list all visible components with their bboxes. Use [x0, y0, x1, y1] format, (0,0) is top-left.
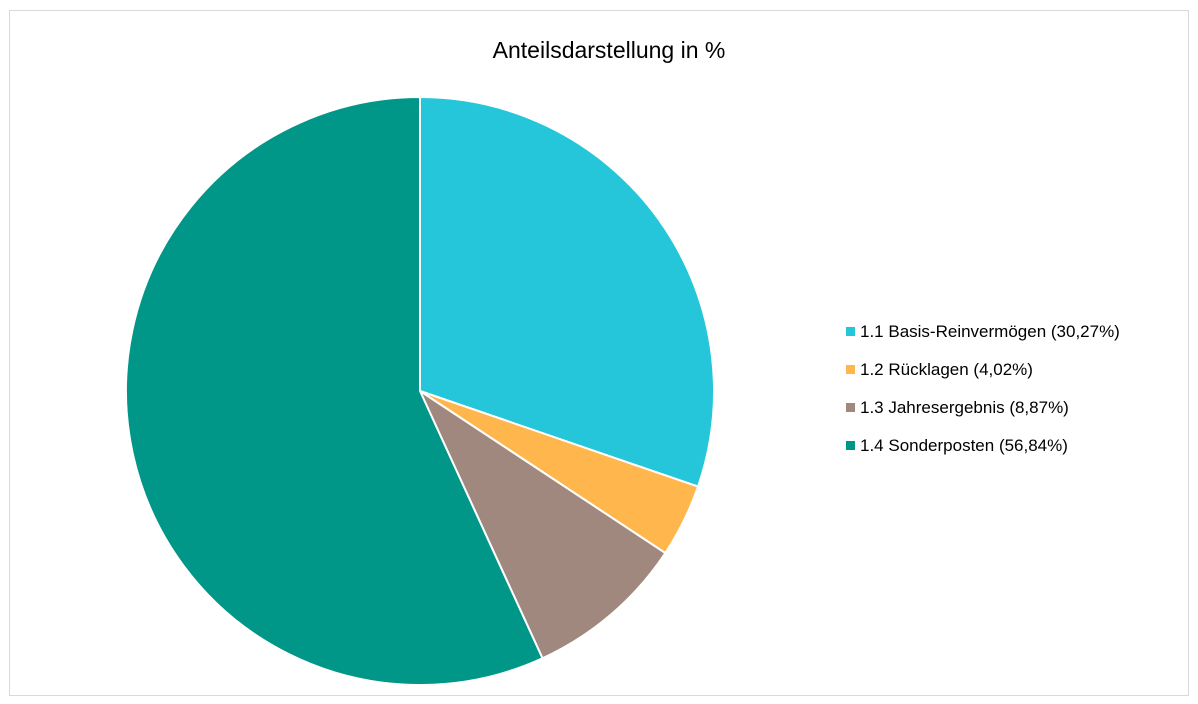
legend-swatch-2 — [846, 365, 855, 374]
legend-label-3: 1.3 Jahresergebnis (8,87%) — [860, 398, 1069, 417]
legend-swatch-4 — [846, 441, 855, 450]
legend-swatch-3 — [846, 403, 855, 412]
pie-slice-3 — [419, 390, 667, 660]
legend-label-1: 1.1 Basis-Reinvermögen (30,27%) — [860, 322, 1120, 341]
chart-legend: 1.1 Basis-Reinvermögen (30,27%) 1.2 Rückl… — [846, 322, 1120, 455]
legend-label-4: 1.4 Sonderposten (56,84%) — [860, 436, 1068, 455]
legend-swatch-1 — [846, 327, 855, 336]
pie-slices — [125, 96, 715, 686]
pie-slice-4 — [125, 96, 544, 686]
legend-label-2: 1.2 Rücklagen (4,02%) — [860, 360, 1033, 379]
chart-title: Anteilsdarstellung in % — [493, 37, 726, 63]
pie-slice-1 — [419, 96, 715, 488]
